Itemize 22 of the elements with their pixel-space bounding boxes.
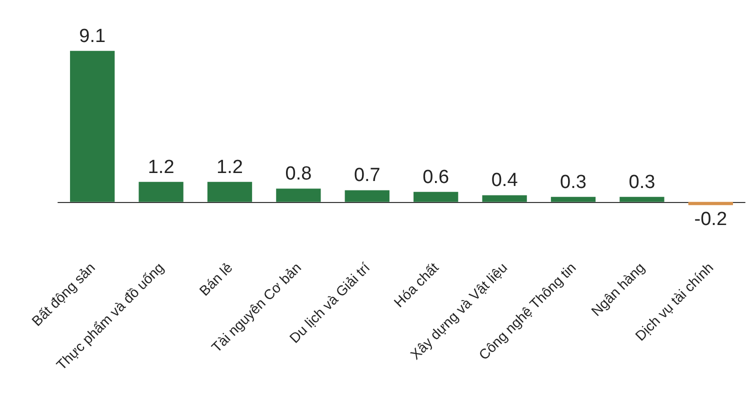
data-label: 0.3	[560, 172, 586, 193]
bar	[550, 196, 596, 202]
x-tick-label: Hóa chất	[390, 259, 442, 310]
bar	[276, 188, 321, 202]
data-label: 9.1	[79, 26, 106, 47]
data-label: 0.7	[354, 165, 380, 186]
data-label: 0.4	[491, 170, 518, 192]
data-label: 1.2	[148, 156, 174, 178]
bar	[138, 182, 184, 202]
data-label: 1.2	[216, 156, 243, 178]
bar	[482, 195, 527, 202]
bar	[688, 202, 733, 206]
bar	[414, 192, 458, 202]
bar	[344, 190, 390, 202]
data-label: 0.6	[422, 166, 450, 188]
bar	[620, 196, 664, 202]
bar	[207, 182, 252, 202]
data-label: 0.3	[628, 172, 656, 193]
data-label: 0.8	[285, 164, 312, 185]
x-tick-label: Bán lẻ	[196, 259, 236, 299]
bar	[70, 50, 115, 202]
data-label: -0.2	[694, 209, 728, 230]
